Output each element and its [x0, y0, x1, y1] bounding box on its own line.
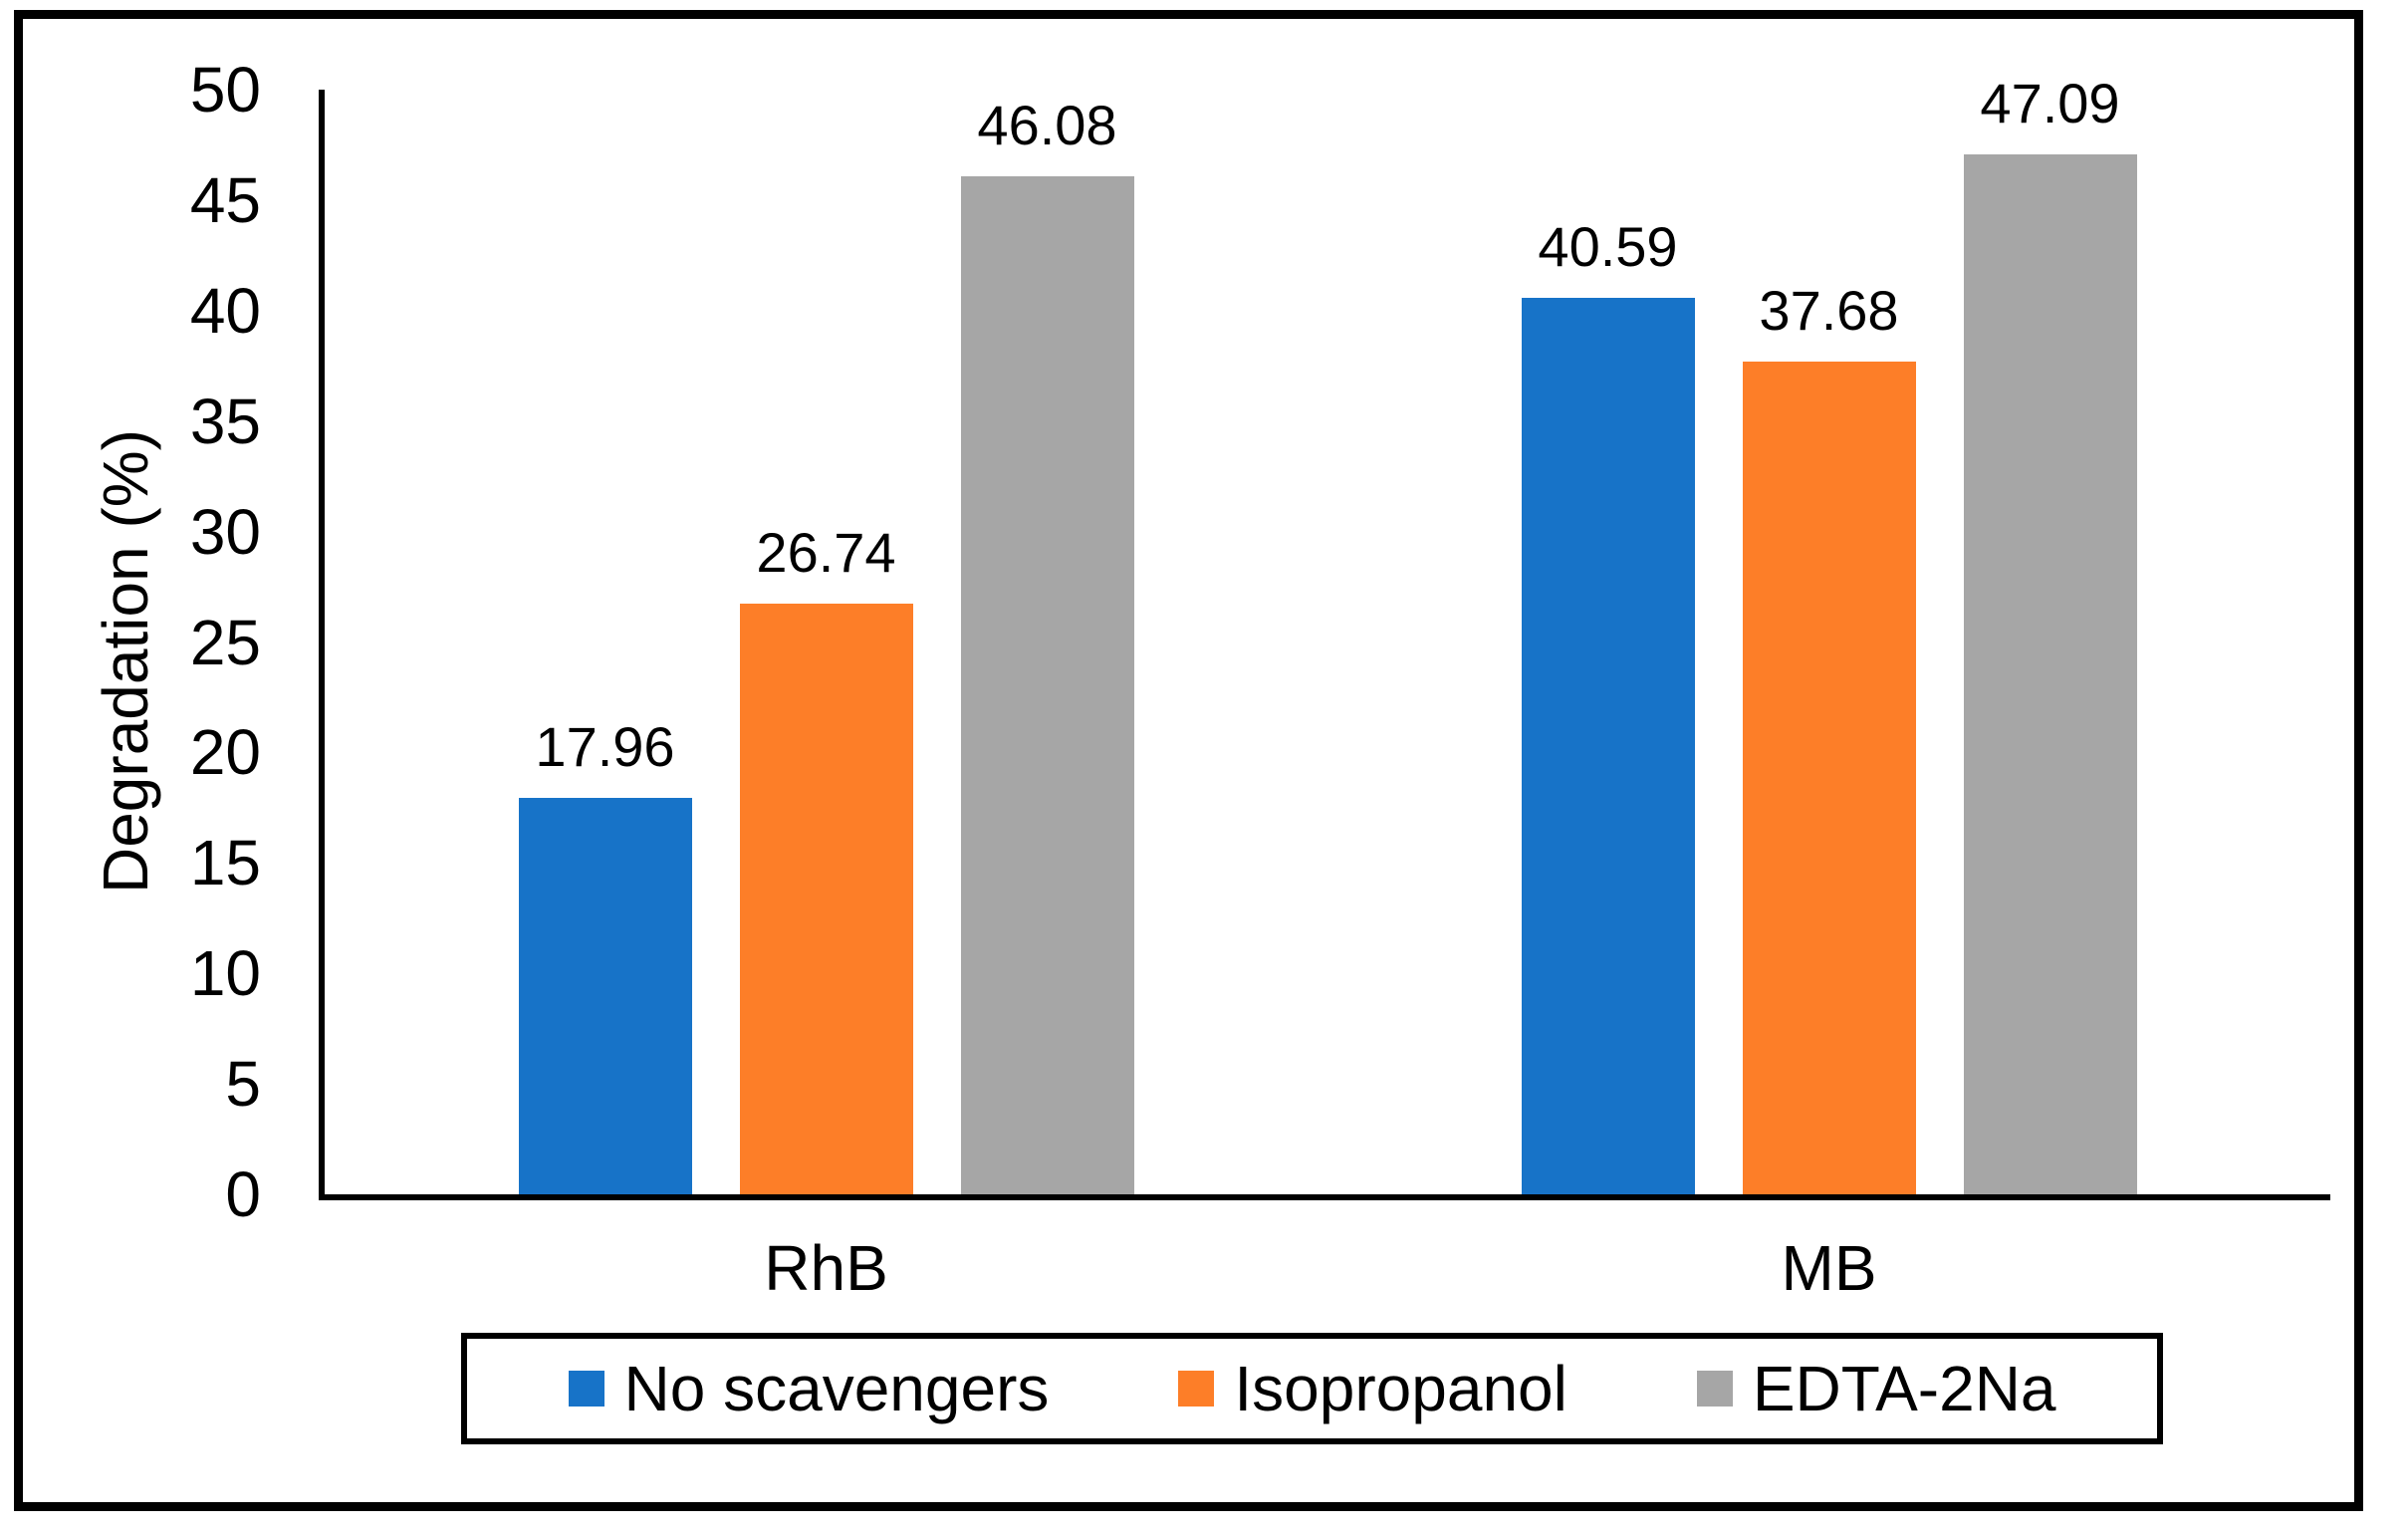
y-tick-label: 45	[189, 163, 261, 236]
legend-marker-icon	[1696, 1371, 1733, 1407]
y-tick-label: 25	[189, 606, 261, 678]
bar-group-rhb: 17.96 26.74 46.08	[325, 90, 1327, 1194]
bar-value-label: 40.59	[1538, 214, 1678, 278]
x-category-label-rhb: RhB	[764, 1232, 888, 1304]
bar-isopropanol: 26.74	[739, 524, 913, 1194]
legend-label: Isopropanol	[1234, 1353, 1567, 1424]
bar-value-label: 17.96	[535, 714, 675, 778]
bar-no-scavengers: 40.59	[1521, 218, 1695, 1194]
y-tick-label: 20	[189, 716, 261, 789]
legend-marker-icon	[1178, 1371, 1215, 1407]
legend-label: EDTA-2Na	[1752, 1353, 2056, 1424]
legend-marker-icon	[568, 1371, 604, 1407]
bar-value-label: 26.74	[756, 520, 896, 584]
bar-edta-2na: 46.08	[960, 97, 1134, 1194]
y-tick-label: 30	[189, 495, 261, 568]
legend-item-no-scavengers: No scavengers	[568, 1353, 1050, 1424]
bar-isopropanol: 37.68	[1742, 283, 1916, 1194]
legend-item-isopropanol: Isopropanol	[1178, 1353, 1567, 1424]
y-tick-label: 40	[189, 274, 261, 347]
bar-value-label: 46.08	[977, 93, 1117, 156]
y-tick-label: 15	[189, 827, 261, 899]
legend-item-edta-2na: EDTA-2Na	[1696, 1353, 2056, 1424]
y-tick-label: 35	[189, 384, 261, 457]
plot-area: 17.96 26.74 46.08 40.59 37.68 47.09	[319, 75, 2330, 1200]
bar-group-mb: 40.59 37.68 47.09	[1327, 75, 2330, 1194]
y-tick-label: 10	[189, 937, 261, 1010]
bar-value-label: 37.68	[1759, 279, 1899, 343]
y-tick-label: 0	[225, 1158, 261, 1230]
legend-label: No scavengers	[623, 1353, 1050, 1424]
legend-box: No scavengers Isopropanol EDTA-2Na	[461, 1333, 2163, 1444]
figure-border	[14, 10, 2363, 1511]
x-category-label-mb: MB	[1781, 1232, 1877, 1304]
y-tick-label: 5	[225, 1048, 261, 1121]
bar-value-label: 47.09	[1980, 71, 2120, 134]
y-tick-label: 50	[189, 54, 261, 126]
bar-no-scavengers: 17.96	[518, 718, 692, 1194]
bar-edta-2na: 47.09	[1963, 75, 2137, 1194]
